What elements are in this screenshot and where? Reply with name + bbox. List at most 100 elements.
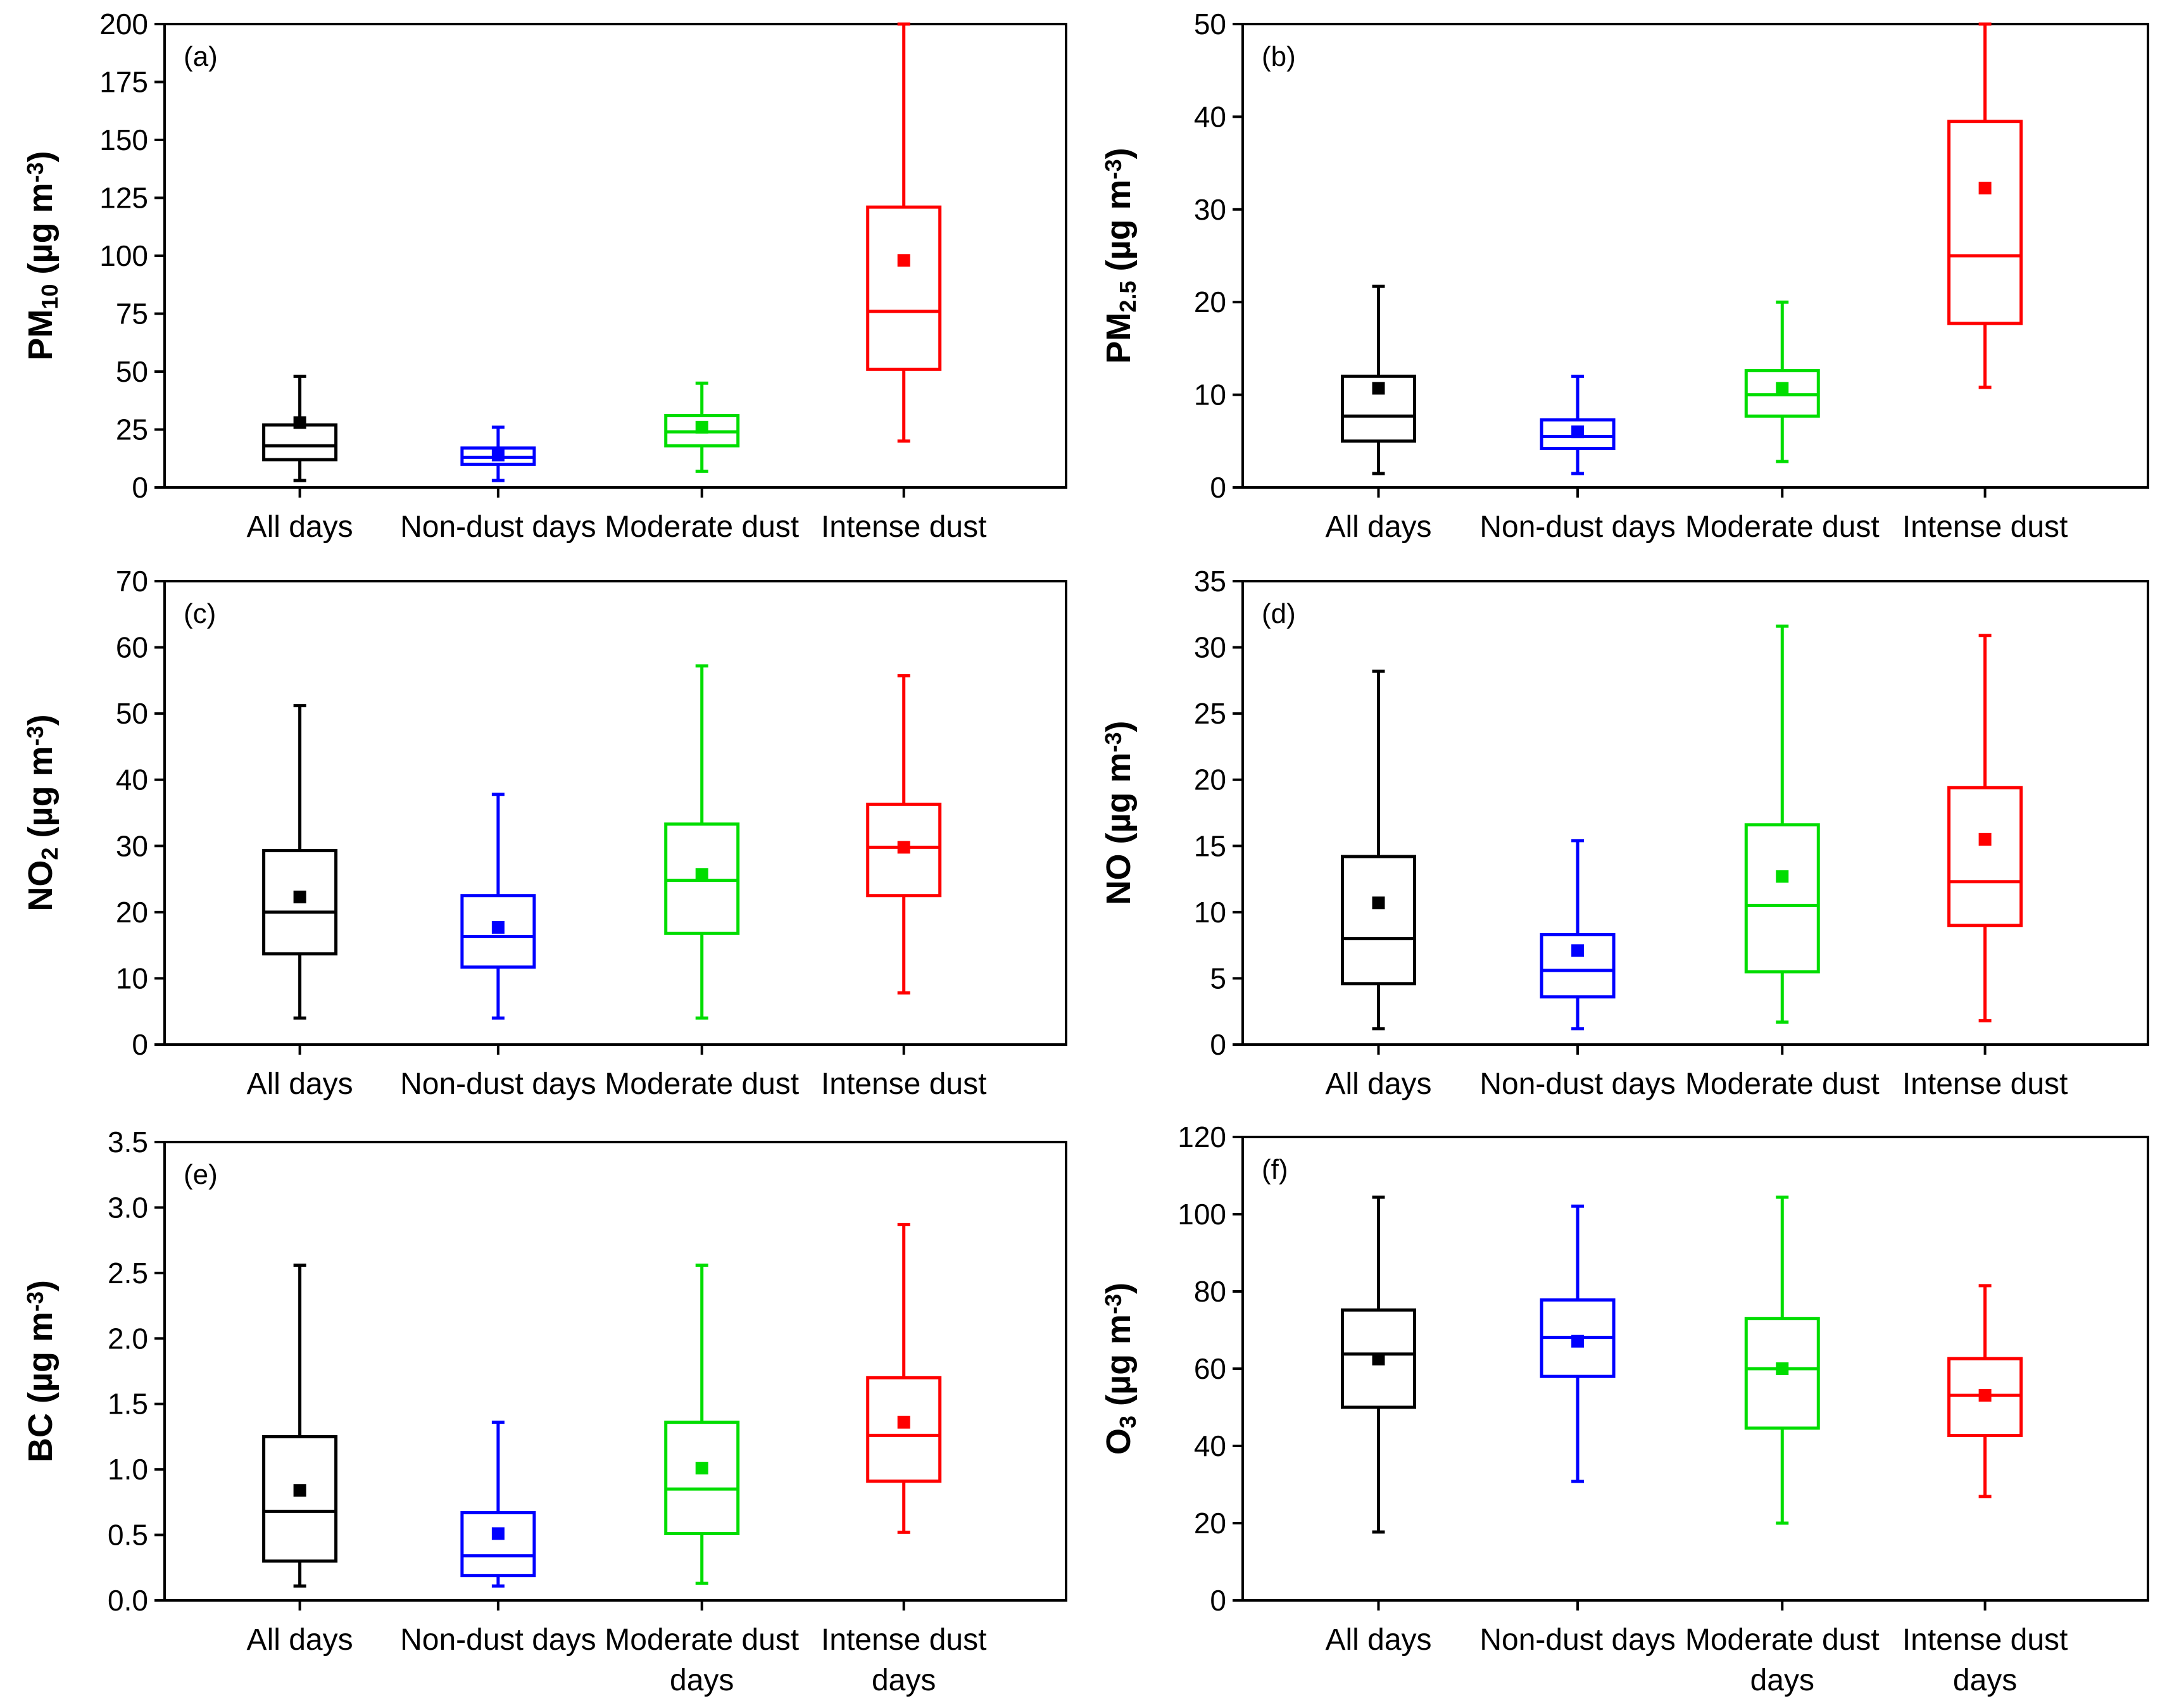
mean-marker	[293, 416, 306, 429]
x-category-label: Moderate dust	[605, 1623, 799, 1657]
y-tick-label: 30	[116, 829, 148, 862]
y-tick-label: 40	[116, 763, 148, 796]
y-tick-label: 0.5	[108, 1519, 148, 1552]
iqr-box	[1947, 120, 2023, 325]
panel-label: (b)	[1262, 41, 1296, 72]
y-axis-label: PM2.5 (µg m-3)	[1100, 148, 1141, 363]
y-tick-label: 0	[132, 471, 148, 504]
y-axis-label-sub: 3	[1115, 1416, 1141, 1428]
box-non-dust-days	[460, 425, 536, 482]
box-all-days	[262, 374, 338, 482]
y-tick-label: 40	[1194, 1429, 1226, 1462]
mean-marker	[1372, 896, 1385, 910]
box-non-dust-days	[1540, 374, 1616, 475]
y-tick-label: 20	[1194, 763, 1226, 796]
mean-marker	[293, 1484, 306, 1497]
box-non-dust-days	[1540, 839, 1616, 1031]
iqr-box	[262, 423, 338, 462]
iqr-box	[460, 1510, 536, 1578]
y-tick-label: 175	[99, 66, 148, 99]
y-tick-label: 0.0	[108, 1584, 148, 1617]
y-tick-label: 1.5	[108, 1388, 148, 1421]
x-category-label: Non-dust days	[400, 1623, 596, 1657]
iqr-box	[1744, 823, 1820, 974]
mean-marker	[1571, 944, 1585, 957]
y-tick-label: 75	[116, 298, 148, 330]
mean-marker	[1978, 1389, 1992, 1402]
y-axis-label-unit: (µg m	[22, 1312, 60, 1413]
x-category-label: All days	[247, 1067, 353, 1101]
y-tick-label: 200	[99, 8, 148, 41]
y-axis-label-close: )	[22, 714, 60, 725]
y-tick-label: 0	[1210, 1584, 1226, 1617]
box-moderate-dust	[664, 381, 740, 473]
y-tick-label: 50	[116, 355, 148, 388]
x-category-label: All days	[1325, 1623, 1431, 1657]
mean-marker	[695, 1462, 708, 1475]
y-axis-label-exp: -3	[22, 162, 48, 182]
x-category-label: Non-dust days	[1479, 510, 1676, 544]
y-axis-label-exp: -3	[22, 725, 48, 746]
y-tick-label: 70	[116, 565, 148, 598]
y-tick-label: 20	[1194, 1507, 1226, 1540]
y-axis-label-main: NO	[1100, 854, 1138, 905]
x-category-label: All days	[1325, 1067, 1431, 1101]
y-axis-label-unit: (µg m	[22, 746, 60, 847]
y-tick-label: 80	[1194, 1275, 1226, 1308]
y-tick-label: 0	[1210, 1028, 1226, 1061]
y-tick-label: 10	[116, 962, 148, 995]
box-intense-dust	[1947, 22, 2023, 389]
y-axis-label-main: PM	[22, 310, 60, 361]
box-intense-dust-days	[866, 1222, 942, 1534]
y-axis-label-main: O	[1100, 1428, 1138, 1455]
box-intense-dust	[1947, 634, 2023, 1022]
y-tick-label: 25	[116, 413, 148, 446]
x-category-label: Moderate dust	[605, 1067, 799, 1101]
y-axis-label-main: NO	[22, 860, 60, 912]
y-tick-label: 60	[116, 631, 148, 664]
y-tick-label: 35	[1194, 565, 1226, 598]
plot-frame	[163, 580, 1067, 1046]
y-axis-label: NO (µg m-3)	[1100, 720, 1138, 905]
y-axis-label-close: )	[1100, 720, 1138, 732]
y-tick-label: 3.5	[108, 1126, 148, 1159]
box-all-days	[1341, 284, 1416, 475]
iqr-box	[1540, 932, 1616, 999]
box-intense-dust	[866, 674, 942, 995]
mean-marker	[491, 920, 505, 934]
x-category-label: Non-dust days	[1479, 1067, 1676, 1101]
y-axis-label: PM10 (µg m-3)	[22, 151, 63, 360]
mean-marker	[1776, 1362, 1789, 1375]
mean-marker	[1978, 182, 1992, 195]
y-axis-label: O3 (µg m-3)	[1100, 1283, 1141, 1455]
box-moderate-dust-days	[664, 1263, 740, 1585]
y-axis-label-close: )	[1100, 1283, 1138, 1294]
y-tick-label: 100	[1177, 1198, 1226, 1231]
y-tick-label: 150	[99, 123, 148, 156]
y-axis-label-close: )	[1100, 148, 1138, 159]
box-all-days	[1341, 1195, 1416, 1534]
mean-marker	[1978, 832, 1992, 846]
x-category-label: days	[670, 1664, 734, 1697]
x-category-label: days	[1953, 1664, 2017, 1697]
x-category-label: Moderate dust	[1685, 1067, 1880, 1101]
mean-marker	[1372, 1352, 1385, 1366]
iqr-box	[1947, 786, 2023, 927]
box-non-dust-days	[1540, 1204, 1616, 1483]
y-tick-label: 25	[1194, 697, 1226, 730]
mean-marker	[897, 841, 910, 854]
y-axis-label-exp: -3	[1100, 732, 1126, 752]
y-axis-label-close: )	[22, 151, 60, 162]
iqr-box	[866, 1376, 942, 1483]
y-tick-label: 3.0	[108, 1191, 148, 1224]
y-tick-label: 20	[1194, 286, 1226, 318]
y-axis-label-sub: 2.5	[1115, 281, 1141, 313]
y-tick-label: 20	[116, 896, 148, 929]
y-tick-label: 100	[99, 239, 148, 272]
x-category-label: Non-dust days	[1479, 1623, 1676, 1657]
mean-marker	[695, 420, 708, 434]
y-axis-label-exp: -3	[22, 1291, 48, 1312]
mean-marker	[897, 1416, 910, 1429]
box-non-dust-days	[460, 1421, 536, 1588]
y-tick-label: 10	[1194, 379, 1226, 411]
